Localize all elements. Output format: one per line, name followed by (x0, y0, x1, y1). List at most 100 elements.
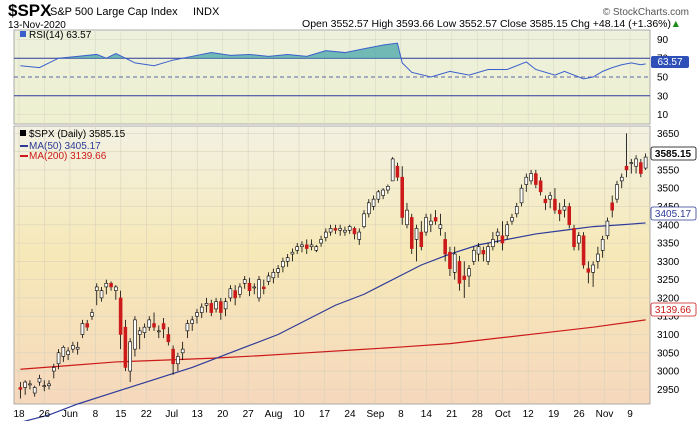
y-tick-label: 3550 (657, 165, 680, 176)
candle-body (214, 301, 218, 310)
candle-body (405, 209, 409, 226)
candle-body (448, 251, 452, 269)
rsi-axis: 9070503010 (657, 35, 669, 121)
candle (85, 319, 89, 331)
candle (281, 257, 285, 273)
candle-body (481, 250, 486, 255)
candle-body (137, 330, 142, 335)
candle-body (639, 162, 643, 174)
candle-body (23, 381, 27, 388)
y-tick-label: 3200 (657, 293, 680, 304)
x-tick-label: 19 (548, 409, 560, 420)
candle (180, 341, 185, 361)
candle-body (324, 231, 328, 238)
candle (591, 261, 595, 287)
candle-body (429, 220, 433, 226)
symbol: $SPX (8, 1, 52, 20)
candle (52, 363, 56, 379)
candle-body (596, 253, 600, 262)
candle (476, 243, 481, 262)
candle (285, 254, 290, 267)
candle (219, 297, 223, 320)
candle-body (171, 348, 175, 365)
ma50-tag (650, 206, 697, 221)
candle (242, 275, 247, 289)
candle-body (610, 202, 614, 211)
x-tick-label: 21 (446, 409, 458, 420)
candle-body (56, 352, 61, 365)
candle (457, 255, 462, 291)
candle (247, 277, 252, 297)
candle (338, 224, 342, 236)
candle (553, 188, 557, 214)
candle-body (572, 228, 576, 248)
candle (400, 166, 404, 225)
candle (376, 190, 381, 203)
candle-body (538, 180, 543, 193)
candle-body (223, 301, 228, 310)
candle (324, 228, 328, 242)
candle (524, 173, 529, 192)
candle-body (300, 244, 304, 248)
candle-body (491, 239, 495, 248)
candle (319, 235, 323, 247)
ma50-legend: MA(50) 3405.17 (29, 141, 101, 152)
candle (276, 265, 280, 278)
candle (252, 283, 257, 295)
candle-body (304, 244, 309, 249)
candle-body (133, 319, 137, 350)
candle-body (548, 195, 552, 200)
candle (161, 318, 166, 339)
y-tick-label: 3000 (657, 367, 680, 378)
candle (214, 297, 218, 313)
candle-body (47, 383, 51, 387)
candle-body (376, 191, 381, 200)
candle-body (114, 286, 118, 291)
candle-body (557, 209, 562, 215)
candle (596, 246, 600, 269)
candle (610, 195, 614, 218)
candle-body (343, 229, 347, 233)
candle (452, 246, 457, 280)
candle (390, 157, 395, 182)
x-tick-label: 26 (39, 409, 51, 420)
candle-body (204, 303, 209, 306)
candle (199, 303, 204, 319)
candle-body (414, 228, 419, 240)
candle (209, 299, 214, 317)
x-tick-label: 8 (93, 409, 99, 420)
candle (104, 279, 109, 295)
candle (514, 202, 519, 218)
candle (204, 297, 209, 313)
candle-body (52, 367, 56, 372)
candle (605, 217, 610, 240)
candle (142, 323, 147, 339)
y-tick-label: 3300 (657, 257, 680, 268)
candle-body (390, 158, 395, 182)
candle (639, 158, 643, 178)
candle-body (242, 279, 247, 284)
candle-body (510, 217, 514, 222)
candle (419, 221, 424, 251)
candle (505, 221, 509, 240)
candle (80, 319, 85, 339)
candle-body (71, 345, 75, 350)
candle-body (328, 228, 333, 233)
rsi-overbought-fill (58, 43, 402, 59)
candle (414, 224, 419, 262)
rsi-tick-label: 10 (657, 110, 669, 121)
y-tick-label: 3100 (657, 330, 680, 341)
candle-body (400, 176, 404, 218)
candle-body (543, 198, 548, 204)
candle (223, 297, 228, 317)
candle (75, 341, 80, 355)
candle-body (529, 173, 533, 182)
candle-body (591, 264, 595, 273)
candle (99, 286, 104, 302)
candle (495, 228, 500, 244)
quote-summary: Open 3552.57 High 3593.66 Low 3552.57 Cl… (302, 18, 671, 30)
candle-body (80, 323, 85, 335)
candle (152, 312, 156, 331)
x-tick-label: Oct (495, 409, 511, 420)
candle (271, 268, 276, 284)
